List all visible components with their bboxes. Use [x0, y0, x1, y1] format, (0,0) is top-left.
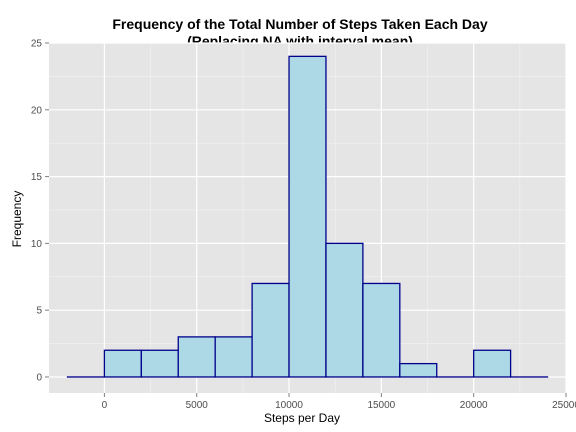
histogram-bar	[177, 336, 216, 378]
y-axis-ticks: 0 5 10 15 20 25	[31, 39, 49, 383]
y-axis-label: Frequency	[10, 191, 24, 248]
histogram-bar	[251, 282, 290, 378]
histogram-bar	[103, 349, 142, 378]
histogram-bars	[66, 55, 549, 378]
y-tick-label: 0	[36, 372, 42, 383]
y-tick-label: 15	[31, 172, 43, 183]
y-tick-label: 5	[36, 306, 42, 317]
x-tick-label: 0	[102, 400, 108, 411]
x-tick-label: 15000	[367, 400, 395, 411]
x-axis-label: Steps per Day	[264, 411, 340, 425]
x-tick-label: 20000	[460, 400, 488, 411]
x-tick-label: 10000	[275, 400, 303, 411]
histogram-bar	[325, 242, 364, 378]
histogram-bar	[140, 349, 179, 378]
histogram-bar	[399, 362, 438, 378]
histogram-bar	[288, 55, 327, 378]
histogram-bar	[362, 282, 401, 378]
y-tick-label: 20	[31, 105, 43, 116]
y-tick-label: 25	[31, 39, 43, 50]
y-tick-label: 10	[31, 239, 43, 250]
histogram-bar	[473, 349, 512, 378]
x-tick-label: 5000	[186, 400, 209, 411]
chart-title-line1: Frequency of the Total Number of Steps T…	[112, 16, 487, 32]
histogram-bar	[214, 336, 253, 378]
